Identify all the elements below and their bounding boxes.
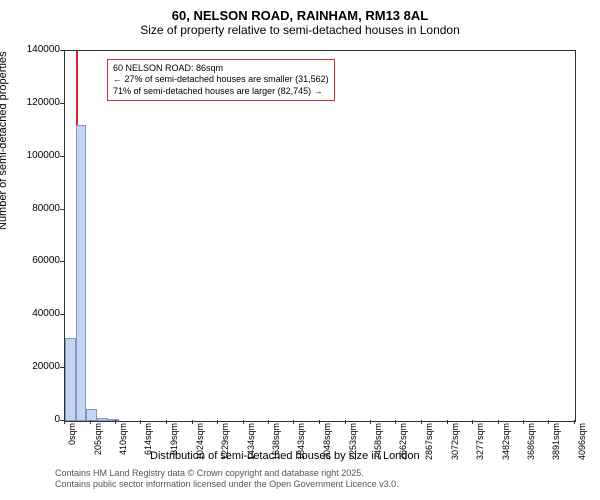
footer-line-2: Contains public sector information licen… [55, 479, 399, 490]
x-tick-label: 1024sqm [195, 423, 205, 463]
annotation-line-3: 71% of semi-detached houses are larger (… [113, 86, 329, 97]
y-tick [60, 314, 64, 315]
histogram-bar [97, 418, 108, 421]
y-tick [60, 103, 64, 104]
x-tick-label: 4096sqm [577, 423, 587, 463]
x-tick [548, 420, 549, 424]
x-tick [166, 420, 167, 424]
y-tick [60, 209, 64, 210]
x-tick-label: 1843sqm [296, 423, 306, 463]
x-tick [293, 420, 294, 424]
y-tick-label: 0 [10, 414, 60, 425]
y-tick-label: 120000 [10, 97, 60, 108]
x-tick-label: 2662sqm [398, 423, 408, 463]
x-tick [243, 420, 244, 424]
y-tick [60, 261, 64, 262]
y-tick-label: 40000 [10, 308, 60, 319]
x-tick [140, 420, 141, 424]
y-tick-label: 140000 [10, 44, 60, 55]
y-tick-label: 60000 [10, 255, 60, 266]
histogram-bar [76, 125, 87, 421]
histogram-bar [65, 338, 76, 421]
y-tick-label: 80000 [10, 203, 60, 214]
x-tick-label: 410sqm [118, 423, 128, 463]
x-tick [268, 420, 269, 424]
x-tick-label: 1229sqm [220, 423, 230, 463]
x-tick-label: 2867sqm [424, 423, 434, 463]
page-subtitle: Size of property relative to semi-detach… [0, 23, 600, 41]
histogram-bar [86, 409, 97, 421]
x-tick [90, 420, 91, 424]
x-tick-label: 3072sqm [450, 423, 460, 463]
x-tick-label: 3891sqm [551, 423, 561, 463]
x-tick-label: 614sqm [143, 423, 153, 463]
x-tick [217, 420, 218, 424]
annotation-line-2: ← 27% of semi-detached houses are smalle… [113, 74, 329, 85]
x-tick-label: 819sqm [169, 423, 179, 463]
footer-attribution: Contains HM Land Registry data © Crown c… [55, 468, 399, 491]
footer-line-1: Contains HM Land Registry data © Crown c… [55, 468, 399, 479]
x-tick-label: 2253sqm [348, 423, 358, 463]
x-tick [498, 420, 499, 424]
y-axis-label: Number of semi-detached properties [0, 51, 9, 230]
y-tick-label: 100000 [10, 150, 60, 161]
x-tick [523, 420, 524, 424]
x-tick [192, 420, 193, 424]
x-tick-label: 205sqm [93, 423, 103, 463]
x-tick [447, 420, 448, 424]
x-tick [64, 420, 65, 424]
x-tick-label: 2458sqm [373, 423, 383, 463]
x-tick-label: 0sqm [67, 423, 77, 463]
x-tick [421, 420, 422, 424]
x-tick-label: 3686sqm [526, 423, 536, 463]
x-tick [115, 420, 116, 424]
x-tick [472, 420, 473, 424]
annotation-box: 60 NELSON ROAD: 86sqm ← 27% of semi-deta… [107, 59, 335, 101]
y-tick [60, 50, 64, 51]
x-tick-label: 3482sqm [501, 423, 511, 463]
x-tick-label: 2048sqm [322, 423, 332, 463]
x-tick [319, 420, 320, 424]
annotation-line-1: 60 NELSON ROAD: 86sqm [113, 63, 329, 74]
page-title: 60, NELSON ROAD, RAINHAM, RM13 8AL [0, 0, 600, 23]
x-tick-label: 1434sqm [246, 423, 256, 463]
chart-container: 60, NELSON ROAD, RAINHAM, RM13 8AL Size … [0, 0, 600, 500]
x-tick-label: 3277sqm [475, 423, 485, 463]
x-tick [395, 420, 396, 424]
x-tick [574, 420, 575, 424]
plot-area: 60 NELSON ROAD: 86sqm ← 27% of semi-deta… [64, 50, 576, 422]
histogram-bar [108, 419, 119, 421]
x-tick-label: 1638sqm [271, 423, 281, 463]
y-tick [60, 367, 64, 368]
x-tick [345, 420, 346, 424]
x-tick [370, 420, 371, 424]
y-tick [60, 156, 64, 157]
y-tick-label: 20000 [10, 361, 60, 372]
